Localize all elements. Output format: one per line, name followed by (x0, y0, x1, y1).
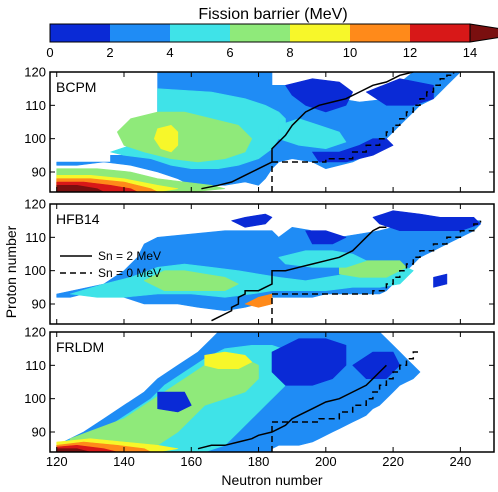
legend-label: Sn = 2 MeV (98, 249, 161, 263)
colorbar-tick-label: 6 (226, 45, 233, 60)
y-tick-label: 120 (24, 65, 46, 80)
sn-0mev-line (271, 220, 482, 324)
colorbar-tick-label: 0 (46, 45, 53, 60)
contour-region (117, 111, 253, 163)
colorbar-tick-label: 12 (403, 45, 417, 60)
contour-region (204, 351, 253, 370)
contour-region (298, 210, 354, 235)
sn-2mev-line (211, 226, 387, 322)
contour-region (157, 391, 192, 413)
panel-frldm: FRLDM 90 100 110 120 120 140 160 180 200 220 240 (24, 325, 495, 469)
contour-region (271, 338, 347, 386)
y-tick-label: 110 (25, 230, 46, 245)
x-tick-label: 180 (248, 454, 270, 469)
panel-label: FRLDM (56, 339, 104, 355)
y-tick-label: 100 (24, 263, 46, 278)
panel-hfb14: HFB14 90 100 110 120 Sn = 2 MeV Sn = 0 MeV (24, 197, 495, 325)
colorbar-arrow (469, 23, 498, 43)
y-tick-label: 90 (32, 425, 46, 440)
legend: Sn = 2 MeV Sn = 0 MeV (60, 249, 161, 280)
contour-region (278, 118, 347, 149)
colorbar-ticks: 0 2 4 6 8 10 12 14 (46, 45, 477, 60)
colorbar-bin (170, 24, 230, 42)
colorbar-bin (290, 24, 350, 42)
colorbar-bin (350, 24, 410, 42)
colorbar-bins (49, 23, 498, 43)
colorbar-bin (410, 24, 470, 42)
x-tick-label: 220 (382, 454, 404, 469)
y-tick-label: 120 (24, 197, 46, 212)
x-tick-label: 200 (315, 454, 337, 469)
sn-2mev-line (197, 364, 387, 450)
y-axis-label: Proton number (3, 225, 19, 318)
contour-region (365, 78, 434, 106)
colorbar-bin (50, 24, 110, 42)
panels: BCPM 90 100 110 120 HFB14 90 100 110 120 Sn = 2 Me… (24, 65, 495, 469)
colorbar: Fission barrier (MeV) 0 2 4 6 8 10 12 14 (46, 6, 498, 60)
sn-0mev-line (271, 72, 455, 192)
contour-region (143, 270, 239, 292)
y-tick-label: 100 (24, 131, 46, 146)
x-tick-label: 160 (180, 454, 202, 469)
panel-regions (56, 72, 461, 192)
y-tick-label: 100 (24, 391, 46, 406)
y-tick-label: 110 (25, 358, 46, 373)
panel-label: BCPM (56, 79, 96, 95)
panel-frame (49, 71, 495, 193)
contour-region (433, 273, 448, 288)
colorbar-tick-label: 4 (166, 45, 173, 60)
x-tick-label: 240 (450, 454, 472, 469)
panel-frame (49, 203, 495, 325)
panel-label: HFB14 (56, 211, 100, 227)
colorbar-tick-label: 8 (286, 45, 293, 60)
colorbar-tick-label: 14 (463, 45, 477, 60)
colorbar-tick-label: 10 (343, 45, 357, 60)
x-tick-label: 140 (113, 454, 135, 469)
panel-frame (49, 331, 495, 453)
y-tick-label: 120 (24, 325, 46, 340)
legend-label: Sn = 0 MeV (98, 266, 161, 280)
x-axis-label: Neutron number (221, 472, 323, 488)
colorbar-bin (110, 24, 170, 42)
contour-region (312, 138, 394, 163)
y-tick-label: 90 (32, 297, 46, 312)
colorbar-tick-label: 2 (106, 45, 113, 60)
colorbar-bin (230, 24, 290, 42)
contour-region (372, 210, 481, 231)
sn-0mev-line (271, 351, 420, 452)
y-tick-label: 90 (32, 165, 46, 180)
panel-bcpm: BCPM 90 100 110 120 (24, 65, 495, 193)
sn-2mev-line (201, 72, 414, 190)
x-tick-label: 120 (46, 454, 68, 469)
colorbar-title: Fission barrier (MeV) (198, 6, 347, 23)
contour-region (154, 125, 179, 153)
colorbar-frame (49, 23, 471, 43)
y-tick-label: 110 (25, 98, 46, 113)
contour-region (285, 78, 354, 113)
panel-regions (56, 210, 482, 324)
contour-region (231, 213, 273, 228)
contour-region (305, 230, 347, 245)
panel-regions (56, 332, 421, 452)
